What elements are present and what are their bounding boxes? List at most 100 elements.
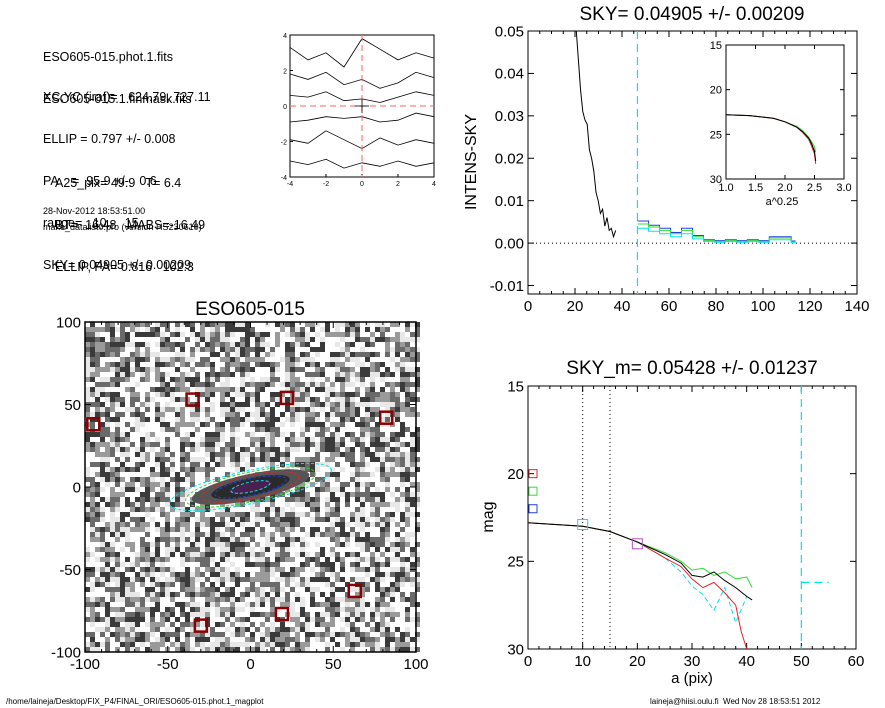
image-pixel: [380, 352, 385, 357]
image-pixel: [400, 602, 405, 607]
image-pixel: [300, 617, 305, 622]
image-pixel: [295, 597, 300, 602]
image-pixel: [180, 537, 185, 542]
image-pixel: [200, 517, 205, 522]
image-pixel: [390, 487, 395, 492]
image-pixel: [255, 607, 260, 612]
image-pixel: [365, 527, 370, 532]
image-pixel: [280, 537, 285, 542]
image-pixel: [220, 557, 225, 562]
image-pixel: [100, 642, 105, 647]
image-pixel: [105, 417, 110, 422]
image-pixel: [330, 342, 335, 347]
image-pixel: [180, 332, 185, 337]
image-pixel: [320, 377, 325, 382]
image-pixel: [400, 542, 405, 547]
image-pixel: [380, 492, 385, 497]
image-pixel: [225, 442, 230, 447]
image-pixel: [345, 597, 350, 602]
image-pixel: [275, 597, 280, 602]
image-pixel: [130, 632, 135, 637]
image-pixel: [310, 647, 315, 652]
image-pixel: [325, 547, 330, 552]
image-pixel: [135, 582, 140, 587]
image-pixel: [350, 447, 355, 452]
image-pixel: [115, 392, 120, 397]
image-pixel: [265, 407, 270, 412]
image-pixel: [310, 512, 315, 517]
image-pixel: [85, 337, 90, 342]
image-pixel: [310, 352, 315, 357]
image-pixel: [380, 602, 385, 607]
image-pixel: [115, 617, 120, 622]
image-pixel: [125, 507, 130, 512]
image-pixel: [270, 387, 275, 392]
image-pixel: [215, 512, 220, 517]
image-pixel: [395, 607, 400, 612]
image-pixel: [295, 342, 300, 347]
image-pixel: [320, 612, 325, 617]
image-pixel: [300, 582, 305, 587]
image-pixel: [355, 427, 360, 432]
image-pixel: [85, 467, 90, 472]
image-pixel: [370, 452, 375, 457]
image-pixel: [320, 322, 325, 327]
image-pixel: [250, 402, 255, 407]
image-pixel: [295, 577, 300, 582]
image-pixel: [400, 442, 405, 447]
image-pixel: [125, 382, 130, 387]
image-pixel: [405, 637, 410, 642]
image-pixel: [110, 372, 115, 377]
image-pixel: [220, 392, 225, 397]
image-pixel: [140, 612, 145, 617]
image-pixel: [355, 607, 360, 612]
image-pixel: [370, 632, 375, 637]
image-pixel: [130, 412, 135, 417]
image-pixel: [245, 597, 250, 602]
image-pixel: [180, 512, 185, 517]
image-pixel: [170, 522, 175, 527]
image-pixel: [145, 537, 150, 542]
image-pixel: [240, 502, 245, 507]
image-pixel: [175, 327, 180, 332]
image-pixel: [100, 537, 105, 542]
image-pixel: [400, 382, 405, 387]
image-pixel: [90, 577, 95, 582]
image-pixel: [265, 382, 270, 387]
image-y-label: 50: [64, 397, 81, 414]
image-pixel: [135, 462, 140, 467]
image-pixel: [110, 577, 115, 582]
image-pixel: [95, 377, 100, 382]
image-pixel: [360, 582, 365, 587]
image-pixel: [325, 537, 330, 542]
image-pixel: [390, 447, 395, 452]
image-pixel: [205, 547, 210, 552]
image-pixel: [190, 337, 195, 342]
image-pixel: [270, 527, 275, 532]
image-pixel: [245, 647, 250, 652]
image-pixel: [95, 467, 100, 472]
image-pixel: [280, 547, 285, 552]
image-pixel: [375, 572, 380, 577]
image-pixel: [195, 382, 200, 387]
image-pixel: [95, 552, 100, 557]
image-pixel: [210, 602, 215, 607]
image-pixel: [340, 327, 345, 332]
image-pixel: [380, 557, 385, 562]
image-pixel: [340, 427, 345, 432]
image-pixel: [185, 457, 190, 462]
image-pixel: [275, 507, 280, 512]
image-pixel: [95, 332, 100, 337]
image-pixel: [310, 382, 315, 387]
image-pixel: [220, 432, 225, 437]
image-pixel: [185, 347, 190, 352]
image-pixel: [120, 347, 125, 352]
image-pixel: [90, 322, 95, 327]
image-pixel: [200, 417, 205, 422]
image-pixel: [270, 502, 275, 507]
image-pixel: [170, 337, 175, 342]
image-pixel: [215, 397, 220, 402]
image-pixel: [415, 417, 420, 422]
image-pixel: [265, 352, 270, 357]
image-pixel: [110, 387, 115, 392]
